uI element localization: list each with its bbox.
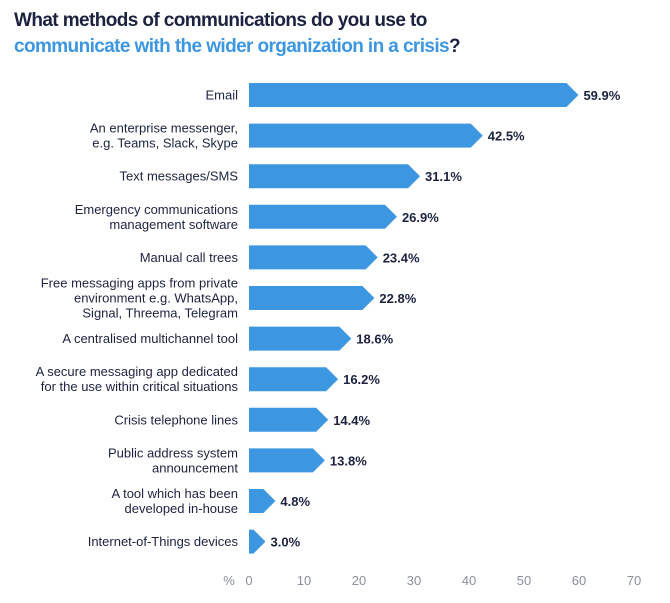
category-label-line: A secure messaging app dedicated <box>36 364 238 379</box>
x-axis: 0 10 20 30 40 50 60 70% <box>223 573 641 588</box>
bar <box>249 489 276 513</box>
x-tick-label: 20 <box>352 573 366 588</box>
category-label: Free messaging apps from private environm… <box>41 276 238 321</box>
category-label: An enterprise messenger, e.g. Teams, Slac… <box>90 121 238 151</box>
category-label-line: A centralised multichannel tool <box>62 331 238 346</box>
title-line-1: What methods of communications do you us… <box>14 10 427 31</box>
category-label-line: Text messages/SMS <box>120 169 239 184</box>
x-tick-label: 50 <box>517 573 531 588</box>
bar <box>249 367 339 392</box>
bar <box>249 123 483 148</box>
chart-title: What methods of communications do you us… <box>14 8 654 60</box>
bar <box>249 204 397 229</box>
x-tick-label: 30 <box>407 573 421 588</box>
category-label-line: Internet-of-Things devices <box>88 534 239 549</box>
x-tick-label: 10 <box>297 573 311 588</box>
category-label: Manual call trees <box>140 250 239 265</box>
value-label: 23.4% <box>383 250 420 265</box>
category-label: Internet-of-Things devices <box>88 534 239 549</box>
category-label-line: Free messaging apps from private <box>41 276 238 291</box>
category-label: Crisis telephone lines <box>114 412 238 427</box>
value-label: 26.9% <box>402 210 439 225</box>
category-label: A tool which has been developed in-house <box>112 486 238 516</box>
bar <box>249 407 329 432</box>
category-label-line: for the use within critical situations <box>41 379 239 394</box>
category-label: Email <box>205 88 238 103</box>
bar <box>249 83 579 107</box>
category-label-line: Email <box>205 88 238 103</box>
category-label-line: Manual call trees <box>140 250 239 265</box>
title-line-2-end: ? <box>449 36 461 57</box>
value-label: 16.2% <box>343 372 380 387</box>
category-label-line: Signal, Threema, Telegram <box>82 306 238 321</box>
bar <box>249 245 378 270</box>
bar <box>249 448 325 473</box>
category-label-line: e.g. Teams, Slack, Skype <box>92 136 238 151</box>
category-label-line: A tool which has been <box>112 486 238 501</box>
value-label: 22.8% <box>379 291 416 306</box>
bar <box>249 164 421 189</box>
value-label: 4.8% <box>280 494 310 509</box>
category-label-line: Public address system <box>108 445 238 460</box>
category-label-line: management software <box>109 217 238 232</box>
x-tick-label: 0 <box>245 573 252 588</box>
value-label: 31.1% <box>425 169 462 184</box>
category-label: Text messages/SMS <box>120 169 239 184</box>
bar <box>249 529 266 554</box>
category-label: A secure messaging app dedicated for the … <box>36 364 239 394</box>
value-label: 42.5% <box>488 129 525 144</box>
value-label: 59.9% <box>583 88 620 103</box>
value-label: 14.4% <box>333 413 370 428</box>
category-label-line: environment e.g. WhatsApp, <box>74 291 238 306</box>
x-tick-label: 40 <box>462 573 476 588</box>
bar <box>249 326 352 351</box>
value-label: 13.8% <box>330 453 367 468</box>
category-label-line: announcement <box>152 460 238 475</box>
category-label: Public address system announcement <box>108 445 238 475</box>
category-label-line: developed in-house <box>125 501 238 516</box>
value-label: 3.0% <box>271 535 301 550</box>
value-label: 18.6% <box>356 332 393 347</box>
bar <box>249 286 375 310</box>
x-tick-label: 70 <box>627 573 641 588</box>
category-label-line: Crisis telephone lines <box>114 412 238 427</box>
category-label-line: An enterprise messenger, <box>90 121 238 136</box>
category-label: A centralised multichannel tool <box>62 331 238 346</box>
x-axis-unit: % <box>223 573 235 588</box>
category-label-line: Emergency communications <box>75 202 239 217</box>
x-tick-label: 60 <box>572 573 586 588</box>
category-label: Emergency communications management softw… <box>75 202 239 232</box>
title-line-2-highlight: communicate with the wider organization … <box>14 36 450 57</box>
